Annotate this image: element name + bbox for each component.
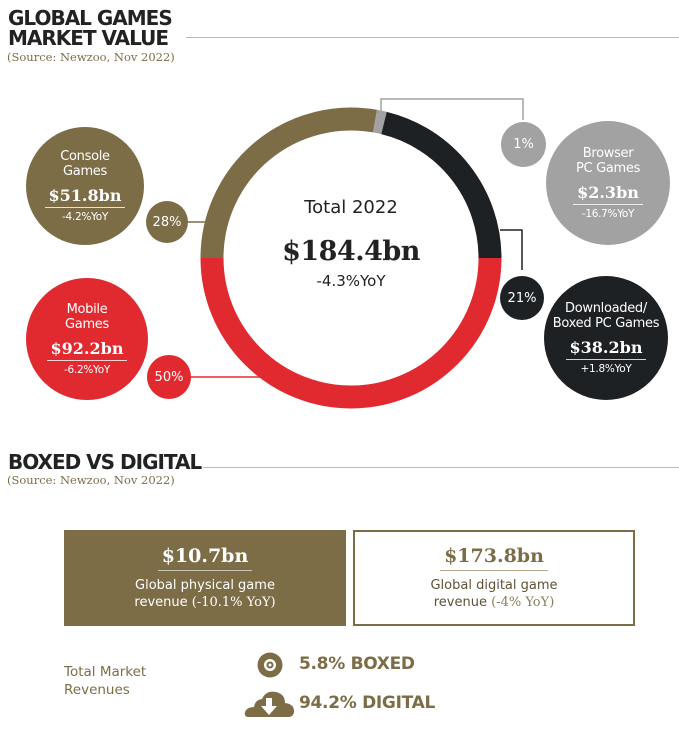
label: Games (65, 317, 109, 332)
share-console: 28% (146, 201, 188, 243)
bubble-browser-pc-games: Browser PC Games $2.3bn -16.7%YoY (546, 121, 670, 245)
description: Global physical game revenue (-10.1% YoY… (134, 577, 275, 611)
segment-downloaded (381, 111, 502, 259)
value: $51.8bn (44, 186, 126, 208)
label: Console (60, 149, 110, 164)
connector-downloaded (500, 229, 523, 270)
segment-browser (372, 109, 387, 135)
disc-icon (257, 652, 283, 678)
donut-chart (184, 98, 524, 409)
card-digital-revenue: $173.8bn Global digital game revenue (-4… (353, 530, 635, 626)
bubble-console-games: Console Games $51.8bn -4.2%YoY (26, 127, 144, 245)
label-line-2: Revenues (64, 682, 130, 698)
boxed-share: 5.8% BOXED (299, 654, 415, 674)
value: $38.2bn (565, 338, 647, 360)
label: Downloaded/ (565, 301, 647, 316)
yoy: (-10.1% YoY) (191, 595, 276, 610)
yoy: (-4% YoY) (491, 595, 555, 610)
title-line-1: GLOBAL GAMES (8, 6, 173, 30)
value: $173.8bn (440, 545, 548, 571)
segment-console (200, 107, 377, 259)
center-total-value: $184.4bn (282, 236, 420, 267)
center-total-label: Total 2022 (304, 197, 398, 218)
share-downloaded: 21% (500, 276, 544, 320)
label: Browser (582, 146, 634, 161)
value: $92.2bn (46, 339, 128, 361)
cloud-download-icon (244, 691, 294, 717)
desc-line-1: Global digital game (430, 578, 558, 593)
section-title-market-value: GLOBAL GAMES MARKET VALUE (8, 6, 173, 50)
label: Boxed PC Games (552, 316, 660, 331)
value: $2.3bn (573, 183, 643, 205)
label-line-1: Total Market (64, 664, 147, 680)
digital-share: 94.2% DIGITAL (299, 693, 435, 713)
title-line-2: MARKET VALUE (8, 26, 169, 50)
yoy: -6.2%YoY (64, 364, 110, 376)
connector-browser (380, 98, 524, 120)
yoy: -4.2%YoY (62, 211, 108, 223)
source-note: (Source: Newzoo, Nov 2022) (7, 50, 175, 64)
label: Mobile (66, 302, 108, 317)
desc-line-2: revenue (134, 595, 188, 610)
description: Global digital game revenue (-4% YoY) (430, 577, 557, 611)
segment-mobile (200, 257, 502, 409)
yoy: -16.7%YoY (581, 208, 635, 220)
share-browser: 1% (501, 122, 546, 167)
bubble-downloaded-boxed-pc-games: Downloaded/ Boxed PC Games $38.2bn +1.8%… (544, 276, 668, 400)
label: PC Games (575, 161, 641, 176)
desc-line-2: revenue (433, 595, 487, 610)
total-market-label: Total Market Revenues (64, 663, 146, 699)
divider (186, 37, 679, 38)
label: Games (63, 164, 107, 179)
yoy: +1.8%YoY (580, 363, 632, 375)
value: $10.7bn (157, 545, 253, 571)
card-physical-revenue: $10.7bn Global physical game revenue (-1… (64, 530, 346, 626)
center-total-yoy: -4.3%YoY (316, 272, 386, 290)
share-mobile: 50% (147, 355, 191, 399)
source-note: (Source: Newzoo, Nov 2022) (7, 473, 175, 487)
section-title-boxed-vs-digital: BOXED VS DIGITAL (8, 450, 202, 474)
divider (203, 467, 679, 468)
desc-line-1: Global physical game (135, 578, 275, 593)
bubble-mobile-games: Mobile Games $92.2bn -6.2%YoY (26, 278, 148, 400)
